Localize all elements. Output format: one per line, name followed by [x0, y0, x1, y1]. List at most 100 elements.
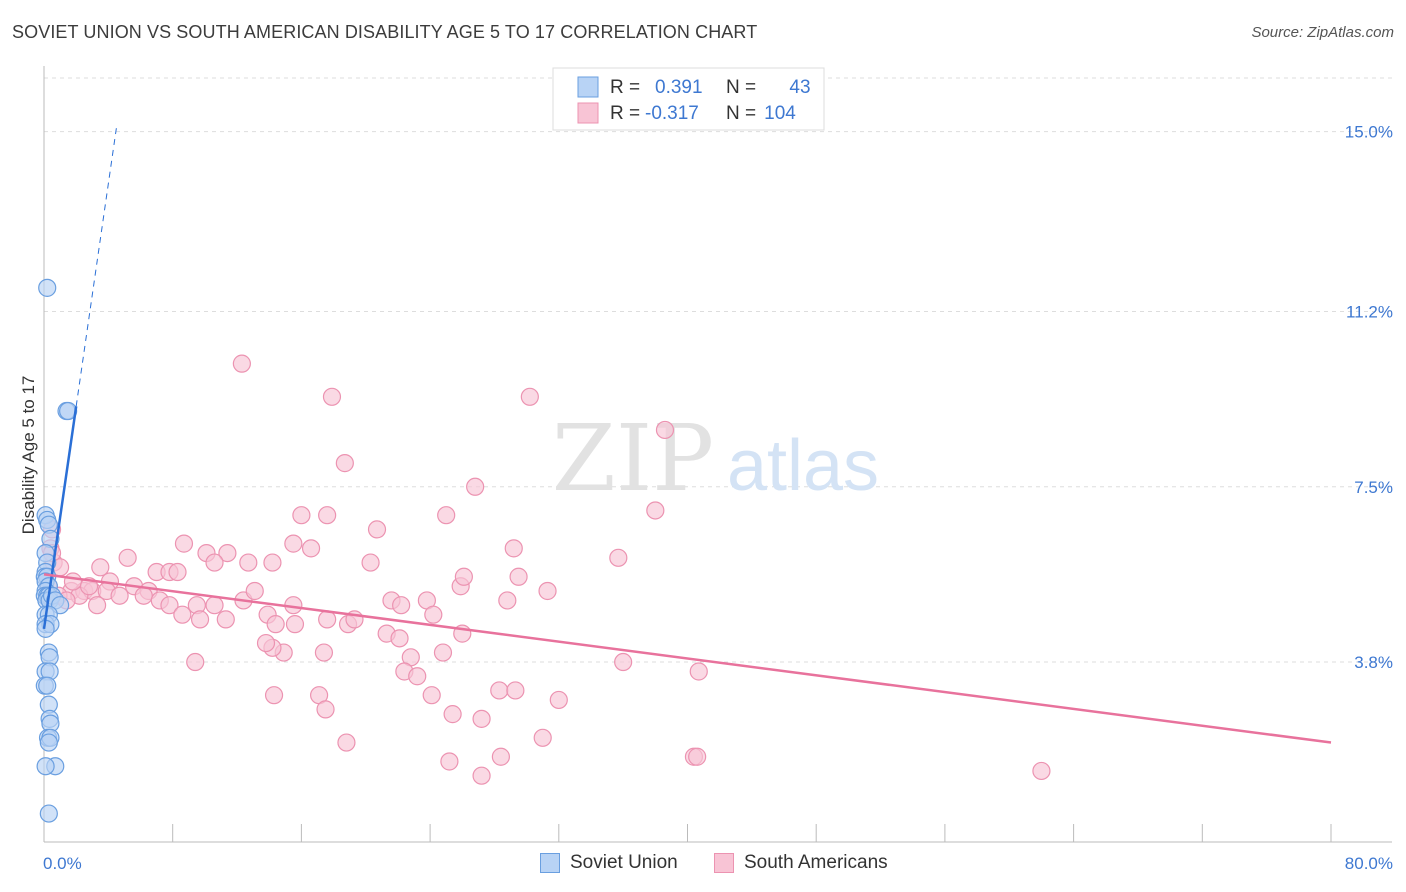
legend-swatch-soviet-union [540, 853, 560, 873]
data-point [367, 520, 387, 539]
data-point [160, 596, 179, 615]
data-point [454, 567, 473, 586]
data-point [498, 591, 517, 610]
legend-r-value: -0.317 [645, 103, 699, 124]
data-point [216, 610, 235, 629]
data-point [490, 681, 509, 700]
data-point [91, 558, 110, 577]
data-point [168, 562, 187, 582]
data-point [318, 506, 337, 525]
legend-swatch-south-americans [714, 853, 734, 873]
data-point [36, 757, 55, 776]
legend-swatch-soviet-union [577, 76, 599, 98]
data-point [232, 354, 251, 373]
data-point [266, 615, 285, 634]
chart-title: SOVIET UNION VS SOUTH AMERICAN DISABILIT… [12, 22, 758, 42]
legend-r-label: R = [610, 77, 640, 98]
legend-n-value: 43 [789, 77, 810, 98]
data-point [173, 605, 192, 624]
data-point [614, 652, 633, 672]
legend-item-south-americans: South Americans [714, 852, 888, 874]
legend-r-label: R = [610, 103, 640, 124]
data-point [284, 534, 303, 553]
data-point [118, 548, 137, 567]
legend-label: South Americans [744, 852, 888, 873]
y-axis-label: Disability Age 5 to 17 [19, 376, 38, 535]
data-point [318, 610, 337, 629]
data-point [472, 709, 491, 728]
data-point [264, 686, 284, 705]
data-point [422, 686, 441, 705]
data-point [337, 733, 356, 752]
data-point [504, 539, 523, 558]
data-point [301, 539, 321, 558]
legend-label: Soviet Union [570, 852, 678, 873]
data-point [408, 667, 427, 686]
y-tick-label: 11.2% [1346, 303, 1393, 322]
watermark-zip: ZIP [552, 405, 714, 512]
data-point [433, 643, 453, 662]
data-point [506, 681, 525, 700]
data-point [392, 596, 411, 615]
data-point [39, 733, 58, 752]
data-point [38, 676, 57, 695]
watermark: ZIP atlas [552, 405, 879, 512]
south-americans-points [39, 354, 1051, 785]
data-point [1032, 761, 1051, 781]
y-tick-labels: 3.8% 7.5% 11.2% 15.0% [1345, 123, 1393, 672]
x-tick-label: 80.0% [1345, 854, 1393, 873]
data-point [110, 586, 129, 605]
data-point [285, 615, 305, 634]
legend-n-label: N = [726, 103, 756, 124]
legend-r-value: 0.391 [655, 77, 703, 98]
data-point [520, 387, 539, 406]
trend-line-soviet-union [42, 406, 78, 630]
data-point [440, 752, 459, 771]
data-point [472, 766, 491, 785]
data-point [335, 454, 354, 473]
axes [43, 66, 1392, 843]
legend-n-value: 104 [764, 103, 796, 124]
data-point [87, 596, 107, 615]
data-point [190, 610, 210, 629]
y-tick-label: 3.8% [1354, 653, 1393, 672]
source-label: Source: ZipAtlas.com [1251, 24, 1394, 41]
data-point [361, 553, 380, 572]
data-point [689, 662, 708, 681]
data-point [205, 596, 224, 615]
y-tick-label: 15.0% [1345, 123, 1393, 142]
y-tick-label: 7.5% [1354, 478, 1393, 497]
x-tick-label: 0.0% [43, 854, 82, 873]
data-point [174, 534, 194, 553]
data-point [316, 700, 335, 719]
trend-lines [42, 127, 1332, 744]
x-tick-labels: 0.0% 80.0% [43, 854, 1393, 873]
trend-line-south-americans [43, 573, 1332, 744]
data-point [322, 387, 342, 406]
data-point [538, 581, 557, 601]
legend-top: R = 0.391 N = 43 R = -0.317 N = 104 [552, 67, 825, 131]
data-point [245, 581, 264, 601]
data-point [314, 643, 334, 662]
data-point [655, 420, 675, 440]
data-point [549, 690, 568, 710]
data-point [263, 553, 282, 572]
data-point [466, 477, 485, 496]
data-point [63, 572, 83, 591]
legend-bottom: Soviet Union South Americans [0, 852, 1406, 878]
data-point [443, 705, 462, 724]
data-point [186, 652, 205, 672]
data-point [688, 747, 707, 766]
data-point [390, 629, 409, 648]
data-point [424, 605, 443, 624]
data-point [533, 728, 552, 747]
data-point [609, 548, 628, 567]
data-point [437, 506, 456, 525]
data-point [218, 543, 237, 563]
trend-line-soviet-union-extension [75, 127, 117, 407]
data-point [39, 804, 58, 823]
data-point [509, 567, 528, 586]
legend-swatch-south-americans [577, 102, 599, 124]
data-point [256, 633, 276, 653]
